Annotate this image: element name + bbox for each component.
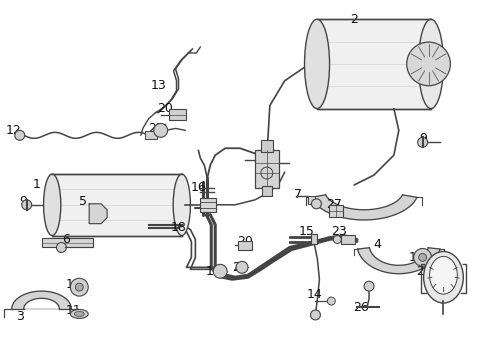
Text: 12: 12 (6, 124, 22, 137)
Ellipse shape (443, 275, 453, 280)
Polygon shape (89, 204, 107, 224)
Bar (145, 131, 157, 139)
Text: 6: 6 (62, 233, 71, 246)
Circle shape (418, 253, 427, 261)
Bar (42, 238, 93, 247)
Text: 21: 21 (232, 261, 248, 274)
Text: 23: 23 (331, 225, 347, 238)
Ellipse shape (424, 251, 464, 303)
Bar (317, 19, 431, 109)
Ellipse shape (71, 310, 88, 319)
Text: 9: 9 (419, 132, 428, 145)
Circle shape (417, 137, 428, 147)
Bar (261, 140, 273, 152)
Bar (308, 196, 316, 204)
Circle shape (407, 42, 450, 86)
Text: 20: 20 (237, 235, 253, 248)
Text: 26: 26 (353, 301, 369, 314)
Text: 11: 11 (66, 305, 81, 318)
Bar (341, 235, 355, 244)
Circle shape (236, 261, 248, 273)
Text: 11: 11 (435, 268, 450, 281)
Circle shape (154, 123, 168, 137)
Bar (52, 174, 182, 235)
Bar (255, 150, 279, 188)
Text: 18: 18 (171, 221, 187, 234)
Bar (52, 174, 182, 235)
Text: 4: 4 (373, 238, 381, 251)
Text: 17: 17 (205, 265, 221, 278)
Ellipse shape (418, 19, 443, 109)
Circle shape (56, 243, 66, 252)
Text: 16: 16 (191, 181, 206, 194)
Bar (262, 186, 272, 196)
Polygon shape (12, 291, 72, 309)
Circle shape (364, 281, 374, 291)
Bar (329, 205, 343, 217)
Ellipse shape (440, 273, 457, 282)
Circle shape (333, 235, 341, 243)
Text: 10: 10 (65, 278, 81, 291)
Text: 24: 24 (416, 265, 432, 278)
Text: 27: 27 (326, 198, 342, 211)
Circle shape (414, 248, 432, 266)
Circle shape (15, 130, 24, 140)
Text: 15: 15 (298, 225, 315, 238)
Text: 1: 1 (33, 179, 41, 192)
Text: 20: 20 (157, 102, 172, 115)
Text: 14: 14 (307, 288, 322, 301)
Circle shape (311, 310, 320, 320)
Bar (200, 198, 216, 212)
Text: 19: 19 (257, 159, 273, 172)
Polygon shape (358, 248, 440, 274)
Text: 13: 13 (151, 79, 167, 92)
Circle shape (71, 278, 88, 296)
Ellipse shape (430, 256, 457, 294)
Ellipse shape (173, 174, 191, 235)
Text: 7: 7 (294, 188, 301, 201)
Text: 9: 9 (19, 195, 26, 208)
Ellipse shape (74, 311, 84, 316)
Circle shape (312, 199, 321, 209)
Bar (317, 19, 431, 109)
Circle shape (213, 264, 227, 278)
Circle shape (22, 200, 32, 210)
Text: 25: 25 (439, 265, 454, 278)
Text: 5: 5 (79, 195, 87, 208)
Bar (312, 234, 318, 244)
Bar (238, 240, 252, 251)
Circle shape (327, 297, 335, 305)
Bar (169, 109, 187, 121)
Text: 8: 8 (309, 195, 317, 208)
Text: 2: 2 (350, 13, 358, 26)
Text: 3: 3 (16, 310, 24, 323)
Text: 22: 22 (148, 122, 164, 135)
Text: 10: 10 (409, 251, 425, 264)
Circle shape (75, 283, 83, 291)
Polygon shape (311, 195, 417, 220)
Ellipse shape (305, 19, 330, 109)
Ellipse shape (44, 174, 61, 235)
